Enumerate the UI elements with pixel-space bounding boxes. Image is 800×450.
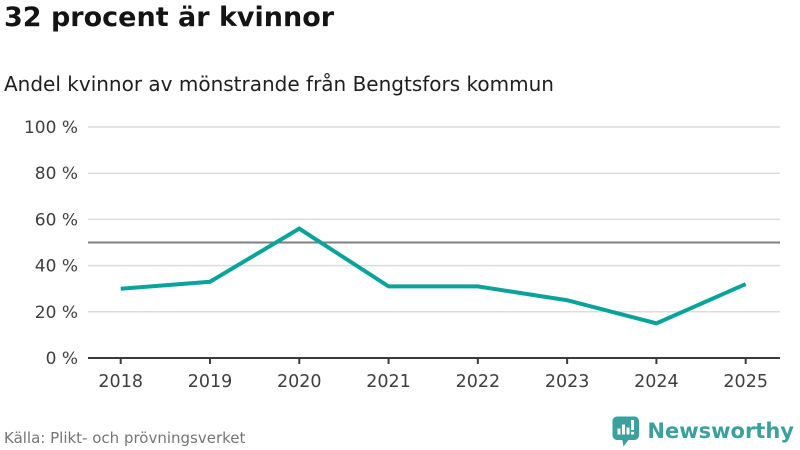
newsworthy-bubble-chart-icon [612,416,640,446]
x-axis-tick-label: 2025 [723,372,768,392]
source-note: Källa: Plikt- och prövningsverket [4,429,246,447]
page-title: 32 procent är kvinnor [4,2,335,33]
newsworthy-logo: Newsworthy [612,414,794,448]
chart-subtitle: Andel kvinnor av mönstrande från Bengtsf… [4,72,554,96]
line-chart-canvas: 0 % 20 % 40 % 60 % 80 % 100 % 2018 2019 2020 2021… [24,118,780,392]
y-axis-tick-label: 100 % [24,118,78,138]
x-axis-tick-label: 2023 [545,372,590,392]
x-axis-tick-label: 2019 [188,372,233,392]
y-axis-tick-label: 60 % [35,210,78,230]
newsworthy-wordmark: Newsworthy [647,419,794,443]
line-chart: 0 % 20 % 40 % 60 % 80 % 100 % 2018 2019 2020 2021… [0,105,800,405]
x-axis-tick-label: 2021 [366,372,411,392]
y-axis-tick-label: 20 % [35,303,78,323]
x-axis-tick-label: 2024 [634,372,679,392]
data-line-series [120,226,747,326]
y-axis-tick-label: 0 % [46,349,78,369]
y-axis-tick-label: 40 % [35,257,78,277]
x-axis-tick-label: 2018 [98,372,143,392]
y-axis-tick-label: 80 % [35,164,78,184]
x-axis-tick-label: 2022 [456,372,501,392]
x-axis-tick-label: 2020 [277,372,322,392]
